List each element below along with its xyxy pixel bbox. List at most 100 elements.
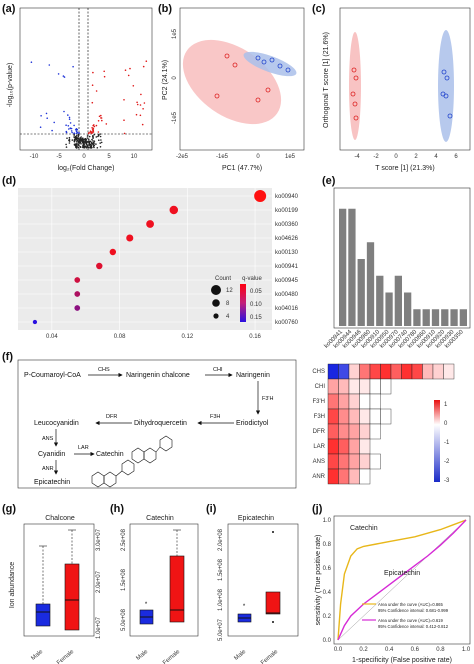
- volcano-point: [142, 65, 145, 68]
- enzyme-chi: CHI: [213, 367, 223, 373]
- volcano-point: [65, 131, 68, 134]
- volcano-point: [75, 143, 78, 146]
- volcano-point: [30, 61, 33, 63]
- heatmap-cell: [348, 438, 360, 455]
- svg-text:4: 4: [226, 314, 230, 320]
- roc-auc-epicatechin: Area under the curve (AUC)=0.619: [378, 618, 443, 623]
- svg-text:10: 10: [131, 154, 138, 160]
- svg-text:-3: -3: [444, 478, 450, 484]
- volcano-point: [65, 143, 67, 146]
- svg-text:Male: Male: [233, 649, 247, 662]
- svg-text:1: 1: [444, 402, 448, 408]
- volcano-point: [82, 138, 85, 141]
- panel-g-letter: (g): [2, 503, 16, 515]
- volcano-point: [92, 140, 94, 142]
- volcano-point: [85, 143, 88, 146]
- heatmap-cell: [401, 363, 413, 380]
- svg-text:1e5: 1e5: [172, 28, 178, 39]
- volcano-point: [76, 134, 78, 137]
- panel-c-letter: (c): [312, 3, 326, 15]
- volcano-point: [92, 131, 95, 133]
- volcano-point: [51, 129, 53, 132]
- heatmap-cell: [327, 438, 339, 455]
- heatmap-color-scale: [434, 400, 440, 482]
- svg-text:Male: Male: [135, 649, 149, 662]
- svg-text:Female: Female: [162, 649, 182, 664]
- volcano-point: [91, 101, 94, 104]
- roc-label-epicatechin: Epicatechin: [384, 570, 420, 577]
- roc-plot: Catechin Epicatechin Area under the curv…: [315, 515, 471, 664]
- svg-text:8: 8: [226, 301, 230, 307]
- volcano-point: [68, 128, 70, 130]
- volcano-point: [78, 132, 80, 134]
- volcano-point: [88, 138, 90, 141]
- heatmap-cell: [327, 423, 339, 440]
- volcano-point: [88, 135, 91, 138]
- roc-x-tick: 0.2: [359, 647, 368, 653]
- kegg-bar: [422, 309, 430, 326]
- volcano-point: [40, 115, 42, 117]
- kegg-bar: [357, 259, 365, 326]
- heatmap-cell: [369, 378, 381, 395]
- volcano-point: [62, 75, 65, 77]
- heatmap-cell: [380, 378, 392, 395]
- bubble-y-label: ko00941: [275, 264, 299, 270]
- volcano-point: [76, 140, 78, 143]
- heatmap-cell: [327, 408, 339, 425]
- heatmap-row-label: F3'H: [313, 399, 325, 405]
- bubble-y-label: ko00945: [275, 278, 299, 284]
- volcano-point: [78, 139, 80, 142]
- volcano-point: [100, 139, 102, 141]
- volcano-point: [91, 138, 93, 141]
- volcano-point: [84, 141, 87, 144]
- heatmap-cell: [338, 453, 350, 470]
- volcano-point: [67, 114, 69, 116]
- svg-text:0: 0: [256, 154, 260, 160]
- bubble-x-tick: 0.08: [114, 334, 126, 340]
- bubble-y-label: ko04016: [275, 306, 299, 312]
- heatmap-cell: [348, 423, 360, 440]
- roc-ci-catechin: 95% Confidence interval: 0.681-0.999: [378, 608, 449, 613]
- heatmap-cell: [359, 408, 371, 425]
- svg-text:0: 0: [444, 421, 448, 427]
- volcano-point: [70, 130, 73, 132]
- volcano-point: [85, 147, 88, 149]
- volcano-point: [103, 75, 106, 78]
- svg-text:1.0e+07: 1.0e+07: [96, 616, 102, 639]
- volcano-point: [124, 69, 127, 71]
- pathway-diagram: P-Coumaroyl-CoA CHS Naringenin chalcone …: [17, 359, 297, 489]
- enzyme-lar: LAR: [78, 445, 89, 451]
- volcano-point: [92, 71, 94, 74]
- volcano-point: [77, 143, 80, 146]
- svg-text:5.0e+07: 5.0e+07: [218, 618, 224, 641]
- roc-x-tick: 1.0: [462, 647, 471, 653]
- volcano-point: [83, 142, 85, 144]
- svg-text:-4: -4: [354, 154, 360, 160]
- heatmap-row-label: ANS: [313, 459, 325, 465]
- volcano-point: [99, 135, 102, 138]
- volcano-point: [93, 133, 96, 136]
- volcano-point: [74, 136, 76, 138]
- panel-h-letter: (h): [110, 503, 124, 515]
- panel-e-letter: (e): [322, 175, 336, 187]
- compound-leucocyanidin: Leucocyanidin: [34, 420, 79, 427]
- kegg-bar: [376, 275, 384, 326]
- volcano-point: [98, 115, 101, 118]
- pca-xlabel: PC1 (47.7%): [222, 165, 262, 172]
- heatmap-cell: [359, 423, 371, 440]
- volcano-point: [99, 133, 101, 135]
- compound-naringenin: Naringenin: [236, 372, 270, 379]
- volcano-point: [145, 60, 148, 62]
- volcano-point: [141, 123, 144, 126]
- volcano-point: [65, 124, 67, 126]
- compound-epicatechin: Epicatechin: [34, 479, 70, 486]
- roc-x-tick: 0.8: [436, 647, 445, 653]
- volcano-point: [79, 137, 82, 139]
- heatmap-cell: [327, 453, 339, 470]
- volcano-point: [92, 135, 94, 138]
- svg-text:5: 5: [107, 154, 111, 160]
- volcano-point: [83, 138, 86, 141]
- volcano-point: [97, 120, 100, 122]
- volcano-point: [92, 124, 94, 127]
- roc-y-tick: 0.6: [323, 566, 332, 572]
